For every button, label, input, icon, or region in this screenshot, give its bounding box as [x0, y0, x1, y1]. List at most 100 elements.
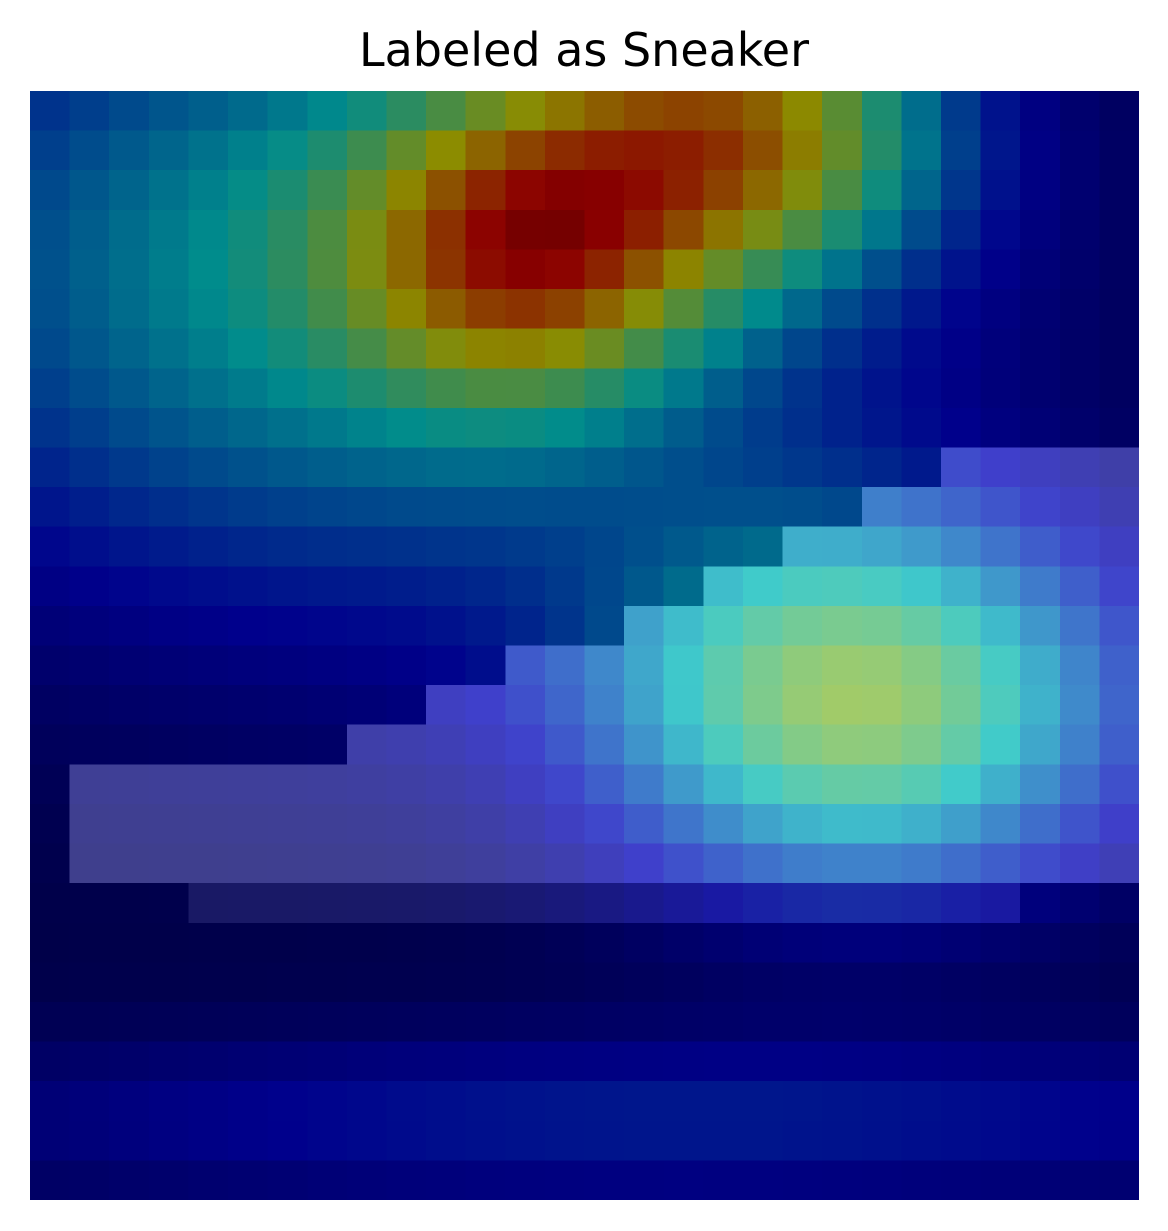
- heatmap-pixel: [584, 328, 625, 370]
- heatmap-pixel: [267, 764, 309, 805]
- heatmap-pixel: [69, 685, 111, 726]
- heatmap-pixel: [228, 447, 269, 488]
- heatmap-pixel: [307, 91, 348, 132]
- heatmap-pixel: [663, 685, 705, 726]
- heatmap-pixel: [901, 764, 942, 805]
- heatmap-pixel: [703, 1160, 744, 1200]
- heatmap-pixel: [624, 1001, 665, 1043]
- heatmap-pixel: [663, 328, 705, 370]
- heatmap-pixel: [1099, 1041, 1139, 1082]
- heatmap-pixel: [426, 407, 467, 449]
- heatmap-pixel: [940, 724, 982, 766]
- heatmap-pixel: [1059, 843, 1101, 884]
- heatmap-pixel: [30, 368, 71, 409]
- heatmap-pixel: [465, 883, 507, 924]
- heatmap-pixel: [544, 605, 586, 647]
- heatmap-pixel: [505, 1120, 546, 1162]
- heatmap-pixel: [624, 487, 665, 528]
- heatmap-pixel: [386, 1041, 427, 1082]
- heatmap-pixel: [742, 526, 784, 568]
- heatmap-pixel: [426, 1081, 467, 1122]
- heatmap-pixel: [386, 764, 427, 805]
- heatmap-pixel: [822, 249, 863, 290]
- heatmap-pixel: [901, 368, 942, 409]
- heatmap-pixel: [228, 91, 269, 132]
- heatmap-pixel: [940, 209, 982, 251]
- heatmap-pixel: [307, 566, 348, 607]
- heatmap-pixel: [742, 1120, 784, 1162]
- heatmap-pixel: [822, 962, 863, 1003]
- heatmap-pixel: [69, 962, 111, 1003]
- heatmap-pixel: [1059, 962, 1101, 1003]
- heatmap-pixel: [703, 1041, 744, 1082]
- heatmap-pixel: [30, 922, 71, 964]
- heatmap-pixel: [307, 685, 348, 726]
- heatmap-pixel: [584, 487, 625, 528]
- heatmap-pixel: [505, 843, 546, 884]
- heatmap-pixel: [1099, 883, 1139, 924]
- heatmap-pixel: [822, 368, 863, 409]
- heatmap-pixel: [822, 605, 863, 647]
- heatmap-pixel: [901, 645, 942, 686]
- heatmap-pixel: [703, 487, 744, 528]
- heatmap-pixel: [505, 645, 546, 686]
- heatmap-pixel: [703, 526, 744, 568]
- heatmap-pixel: [980, 566, 1021, 607]
- heatmap-pixel: [822, 883, 863, 924]
- heatmap-pixel: [742, 605, 784, 647]
- heatmap-pixel: [228, 487, 269, 528]
- heatmap-pixel: [980, 130, 1021, 172]
- heatmap-pixel: [1020, 962, 1061, 1003]
- heatmap-pixel: [1020, 685, 1061, 726]
- heatmap-pixel: [624, 724, 665, 766]
- heatmap-pixel: [1099, 566, 1139, 607]
- heatmap-pixel: [1059, 645, 1101, 686]
- heatmap-pixel: [188, 1081, 229, 1122]
- heatmap-pixel: [703, 91, 744, 132]
- heatmap-pixel: [742, 843, 784, 884]
- heatmap-pixel: [30, 605, 71, 647]
- heatmap-pixel: [148, 645, 190, 686]
- heatmap-pixel: [30, 803, 71, 845]
- heatmap-pixel: [188, 170, 229, 211]
- heatmap-pixel: [544, 170, 586, 211]
- heatmap-pixel: [901, 1120, 942, 1162]
- heatmap-pixel: [148, 883, 190, 924]
- heatmap-pixel: [901, 91, 942, 132]
- heatmap-pixel: [69, 328, 111, 370]
- heatmap-pixel: [742, 447, 784, 488]
- heatmap-pixel: [505, 803, 546, 845]
- heatmap-pixel: [663, 209, 705, 251]
- heatmap-pixel: [30, 91, 71, 132]
- heatmap-pixel: [426, 566, 467, 607]
- heatmap-pixel: [584, 209, 625, 251]
- heatmap-pixel: [901, 289, 942, 330]
- heatmap-pixel: [901, 170, 942, 211]
- heatmap-pixel: [307, 803, 348, 845]
- heatmap-pixel: [901, 1160, 942, 1200]
- heatmap-pixel: [861, 724, 903, 766]
- heatmap-pixel: [624, 883, 665, 924]
- heatmap-pixel: [861, 91, 903, 132]
- heatmap-pixel: [782, 130, 823, 172]
- heatmap-pixel: [267, 1041, 309, 1082]
- heatmap-pixel: [901, 803, 942, 845]
- heatmap-pixel: [822, 407, 863, 449]
- heatmap-pixel: [267, 883, 309, 924]
- heatmap-pixel: [505, 922, 546, 964]
- heatmap-pixel: [822, 566, 863, 607]
- heatmap-pixel: [1099, 605, 1139, 647]
- heatmap-pixel: [742, 91, 784, 132]
- heatmap-pixel: [109, 605, 150, 647]
- heatmap-pixel: [822, 1081, 863, 1122]
- heatmap-pixel: [386, 605, 427, 647]
- heatmap-pixel: [544, 1041, 586, 1082]
- heatmap-pixel: [346, 962, 388, 1003]
- heatmap-pixel: [782, 249, 823, 290]
- heatmap-pixel: [663, 526, 705, 568]
- heatmap-pixel: [1099, 289, 1139, 330]
- heatmap-pixel: [188, 1160, 229, 1200]
- heatmap-pixel: [30, 685, 71, 726]
- heatmap-pixel: [505, 764, 546, 805]
